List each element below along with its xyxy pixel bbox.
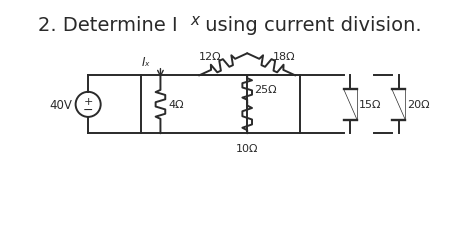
Text: 15Ω: 15Ω [359,100,382,110]
Text: 18Ω: 18Ω [273,52,295,62]
Text: 40V: 40V [50,98,73,111]
Text: 10Ω: 10Ω [236,143,258,153]
Text: +: + [83,96,93,106]
Text: x: x [191,13,200,28]
Text: Iₓ: Iₓ [142,55,151,68]
Text: 25Ω: 25Ω [254,85,276,95]
Text: 2. Determine I: 2. Determine I [38,16,178,35]
Text: 12Ω: 12Ω [199,52,222,62]
Text: −: − [83,103,93,116]
Text: 4Ω: 4Ω [168,100,184,110]
Text: using current division.: using current division. [199,16,422,35]
Text: 20Ω: 20Ω [407,100,430,110]
